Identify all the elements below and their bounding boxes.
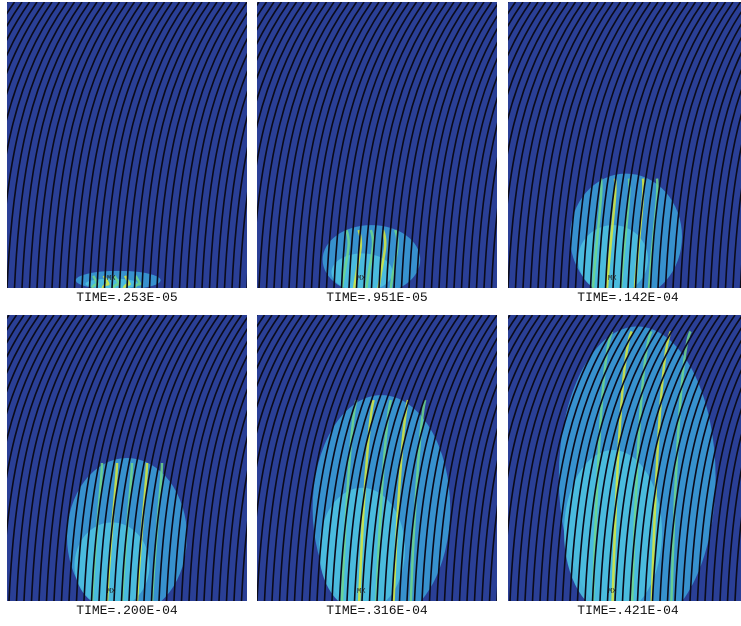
- sim-panel: MX: [508, 315, 741, 601]
- source-marker: MX: [608, 588, 617, 596]
- source-marker: MX: [357, 275, 366, 283]
- source-marker: MX: [107, 588, 116, 596]
- caption: TIME=.200E-04: [7, 603, 247, 618]
- source-marker: MX: [357, 588, 366, 596]
- sim-panel: MX: [257, 2, 497, 288]
- caption: TIME=.421E-04: [508, 603, 741, 618]
- sim-panel: MX: [7, 2, 247, 288]
- source-marker: MX: [608, 275, 617, 283]
- sim-panel: MX: [7, 315, 247, 601]
- caption: TIME=.142E-04: [508, 290, 741, 305]
- source-marker: MX: [107, 275, 116, 283]
- sim-panel: MX: [508, 2, 741, 288]
- sim-panel: MX: [257, 315, 497, 601]
- caption: TIME=.253E-05: [7, 290, 247, 305]
- caption: TIME=.316E-04: [257, 603, 497, 618]
- caption: TIME=.951E-05: [257, 290, 497, 305]
- figure: MX TIME=.253E-05 MX TIME=.951E-05 MX TIME=.14…: [0, 0, 741, 626]
